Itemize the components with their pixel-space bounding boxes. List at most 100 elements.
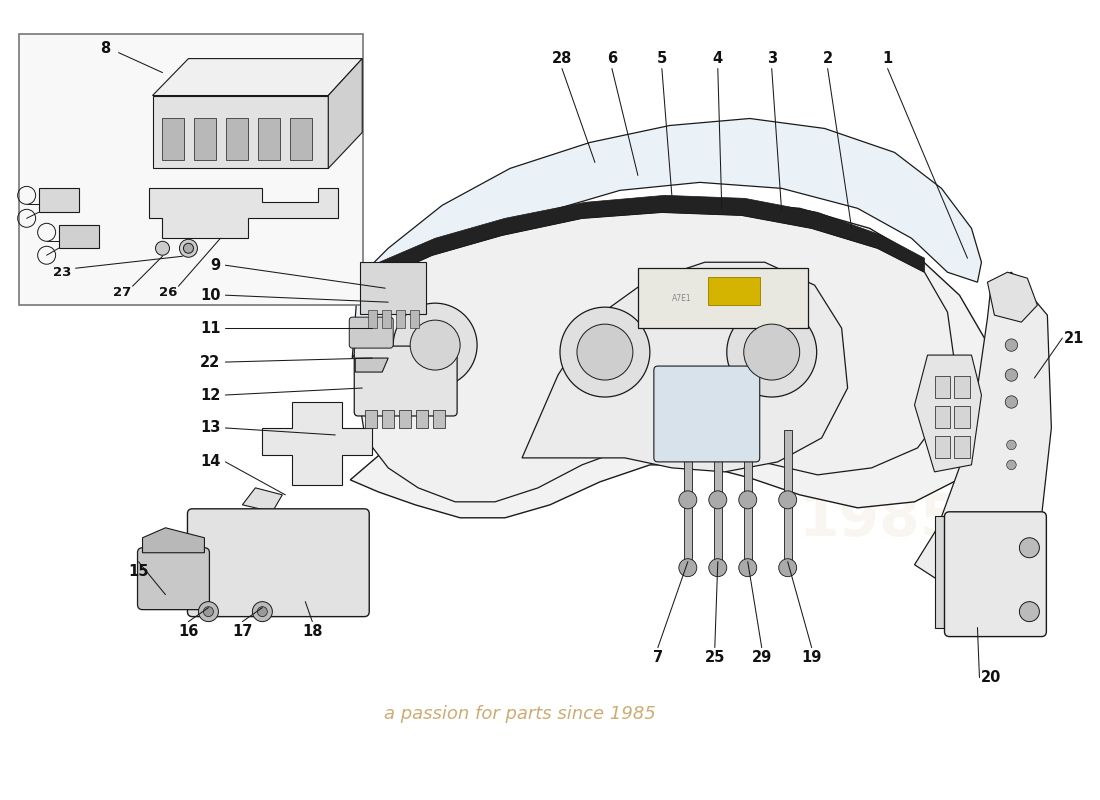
Polygon shape [372, 195, 924, 282]
Bar [396, 310, 405, 328]
Text: 10: 10 [200, 288, 220, 302]
Polygon shape [263, 402, 372, 485]
Polygon shape [153, 58, 362, 95]
Polygon shape [242, 488, 283, 512]
Polygon shape [359, 212, 955, 502]
Bar [382, 410, 394, 428]
Circle shape [679, 491, 696, 509]
Bar [416, 410, 428, 428]
Circle shape [179, 239, 197, 258]
Text: 5: 5 [657, 51, 667, 66]
Text: 1985: 1985 [799, 491, 960, 548]
Text: 11: 11 [200, 321, 220, 336]
Bar [935, 516, 953, 628]
Text: 9: 9 [210, 258, 220, 273]
Bar [744, 430, 751, 565]
Circle shape [204, 606, 213, 617]
Circle shape [739, 558, 757, 577]
Text: 27: 27 [113, 286, 132, 298]
Circle shape [184, 243, 194, 254]
Polygon shape [58, 226, 99, 248]
Polygon shape [148, 188, 339, 238]
Text: 4: 4 [713, 51, 723, 66]
Polygon shape [638, 268, 807, 328]
Text: 16: 16 [178, 624, 199, 639]
Text: 14: 14 [200, 454, 220, 470]
Circle shape [708, 558, 727, 577]
Circle shape [578, 324, 632, 380]
Text: 13: 13 [200, 421, 220, 435]
Bar [935, 406, 950, 428]
Text: 6: 6 [607, 51, 617, 66]
Polygon shape [350, 202, 994, 518]
Circle shape [1005, 369, 1018, 382]
Polygon shape [153, 95, 328, 169]
Text: A7E1: A7E1 [672, 294, 692, 302]
Bar [955, 436, 970, 458]
Circle shape [1006, 460, 1016, 470]
Text: a passion for parts since 1985: a passion for parts since 1985 [384, 706, 656, 723]
Bar [227, 118, 249, 161]
Text: 29: 29 [751, 650, 772, 665]
Text: 3: 3 [767, 51, 777, 66]
Text: 8: 8 [100, 41, 111, 56]
Bar [365, 410, 377, 428]
Bar [935, 376, 950, 398]
Circle shape [257, 606, 267, 617]
Polygon shape [352, 118, 981, 358]
Text: 15: 15 [129, 564, 149, 579]
Bar [368, 310, 377, 328]
FancyBboxPatch shape [354, 346, 458, 416]
Circle shape [252, 602, 273, 622]
Circle shape [1020, 602, 1040, 622]
Circle shape [1006, 440, 1016, 450]
Bar [163, 118, 185, 161]
Circle shape [708, 491, 727, 509]
FancyBboxPatch shape [707, 278, 760, 305]
Text: 2: 2 [823, 51, 833, 66]
Text: 18: 18 [302, 624, 322, 639]
Text: 22: 22 [200, 354, 220, 370]
Text: 1: 1 [882, 51, 893, 66]
FancyBboxPatch shape [360, 262, 426, 314]
Circle shape [410, 320, 460, 370]
FancyBboxPatch shape [945, 512, 1046, 637]
Polygon shape [522, 262, 848, 472]
Bar [433, 410, 446, 428]
Polygon shape [914, 272, 1052, 602]
Circle shape [155, 242, 169, 255]
FancyBboxPatch shape [653, 366, 760, 462]
Text: 19: 19 [802, 650, 822, 665]
Polygon shape [39, 188, 78, 212]
FancyBboxPatch shape [350, 317, 393, 348]
Polygon shape [328, 58, 362, 169]
FancyBboxPatch shape [19, 34, 363, 305]
Circle shape [560, 307, 650, 397]
Text: 25: 25 [705, 650, 725, 665]
FancyBboxPatch shape [138, 548, 209, 610]
Bar [955, 376, 970, 398]
Circle shape [1020, 538, 1040, 558]
Bar [783, 430, 792, 565]
Text: 20: 20 [981, 670, 1002, 685]
Polygon shape [143, 528, 205, 553]
Bar [258, 118, 280, 161]
Text: 17: 17 [232, 624, 253, 639]
Text: 12: 12 [200, 387, 220, 402]
Circle shape [1005, 396, 1018, 408]
Circle shape [779, 491, 796, 509]
Bar [935, 436, 950, 458]
Circle shape [198, 602, 219, 622]
Circle shape [1005, 339, 1018, 351]
Bar [382, 310, 392, 328]
Bar [195, 118, 217, 161]
Polygon shape [914, 355, 981, 472]
Bar [399, 410, 411, 428]
Bar [714, 430, 722, 565]
Text: 21: 21 [1064, 330, 1085, 346]
Circle shape [739, 491, 757, 509]
Polygon shape [355, 358, 388, 372]
Bar [684, 430, 692, 565]
Text: 7: 7 [652, 650, 663, 665]
Circle shape [727, 307, 816, 397]
